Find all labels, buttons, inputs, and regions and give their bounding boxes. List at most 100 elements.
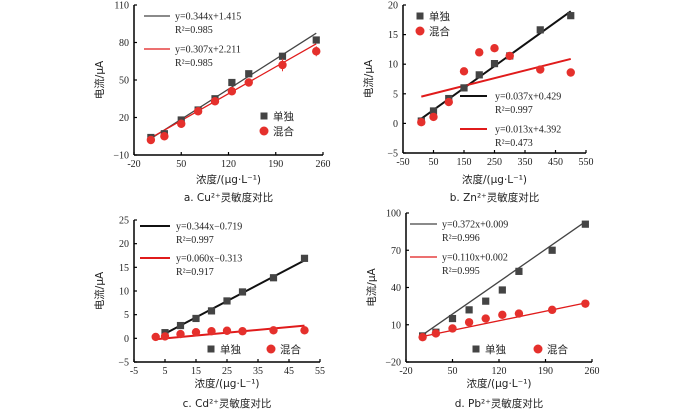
data-point-mixed (193, 107, 203, 116)
y-tick-label: 10 (388, 60, 398, 71)
x-tick-label: 260 (585, 366, 600, 377)
data-point-single (475, 71, 483, 79)
data-point-single (192, 314, 200, 323)
data-point-single (228, 78, 236, 87)
y-tick-label: 100 (386, 209, 401, 220)
r-squared: R²=0.996 (442, 233, 480, 244)
chart-c: -5 5 15 25 35 45 55−50510152025浓度/(μg·L⁻¹)电流/μ… (93, 216, 325, 411)
y-tick-label: 5 (393, 89, 398, 100)
r-squared: R²=0.995 (442, 266, 480, 277)
data-point-mixed (227, 87, 237, 96)
data-point-single (278, 52, 287, 60)
data-point-single (312, 36, 320, 44)
data-point-mixed (151, 332, 160, 342)
legend-marker-single (207, 345, 215, 353)
legend-label: 混合 (429, 25, 450, 38)
r-squared: R²=0.985 (175, 58, 213, 69)
y-tick-label: −20 (385, 358, 401, 369)
data-point-single (498, 286, 506, 294)
y-tick-label: 20 (119, 239, 129, 250)
data-point-single (429, 107, 438, 115)
data-point-single (567, 12, 575, 20)
fit-line-mixed (421, 57, 571, 98)
r-squared: R²=0.997 (176, 235, 214, 246)
data-point-mixed (269, 326, 278, 335)
data-point-single (300, 254, 309, 262)
fit-equation: y=0.060x−0.313 (176, 254, 242, 265)
y-axis-title: 电流/μA (93, 271, 106, 310)
fit-line-single (164, 259, 305, 335)
r-squared: R²=0.473 (495, 138, 533, 149)
data-point-mixed (514, 309, 524, 318)
data-point-single (536, 26, 544, 34)
data-point-mixed (444, 97, 453, 107)
y-tick-label: 15 (119, 263, 129, 274)
x-tick-label: 550 (579, 157, 594, 168)
data-point-single (460, 84, 468, 92)
data-point-single (238, 288, 247, 296)
data-point-mixed (464, 318, 474, 327)
data-point-mixed (210, 97, 220, 106)
x-tick-label: 15 (191, 366, 201, 377)
legend-marker-mixed (259, 126, 269, 136)
data-point-mixed (160, 332, 170, 341)
data-point-single (176, 321, 185, 330)
legend-label: 单独 (273, 110, 294, 123)
data-point-mixed (160, 132, 169, 141)
x-tick-label: 25 (222, 366, 232, 377)
data-point-single (269, 274, 278, 282)
data-point-mixed (191, 327, 201, 337)
data-point-mixed (312, 47, 321, 56)
data-point-mixed (566, 68, 575, 77)
fit-equation: y=0.307x+2.211 (175, 45, 241, 56)
r-squared: R²=0.997 (495, 105, 533, 116)
chart-caption: d. Pb²⁺灵敏度对比 (455, 397, 544, 410)
legend-label: 单独 (429, 10, 450, 23)
y-tick-label: 70 (391, 246, 401, 257)
x-tick-label: -5 (130, 366, 138, 377)
legend-marker-mixed (415, 26, 425, 36)
legend-marker-mixed (533, 344, 543, 354)
data-point-mixed (505, 51, 514, 61)
chart-caption: c. Cd²⁺灵敏度对比 (183, 397, 272, 410)
fit-line-mixed (422, 302, 586, 338)
y-tick-label: 20 (388, 1, 398, 12)
data-point-single (448, 314, 457, 323)
legend-label: 混合 (280, 343, 301, 356)
data-point-mixed (146, 135, 156, 145)
x-tick-label: 250 (487, 157, 502, 168)
legend-marker-single (260, 112, 268, 120)
x-tick-label: 50 (448, 366, 458, 377)
data-point-single (548, 246, 556, 254)
data-point-mixed (222, 326, 232, 335)
chart-b: -50 50 150 250 350 450 550 −5 0 5 10 15 20 浓度/(μg·L⁻¹… (362, 1, 594, 205)
data-point-single (515, 267, 523, 275)
legend-marker-single (472, 345, 480, 353)
fit-equation: y=0.037x+0.429 (495, 92, 561, 103)
legend-marker-single (416, 12, 424, 20)
fit-equation: y=0.344x+1.415 (175, 12, 241, 23)
x-tick-label: -20 (399, 366, 412, 377)
y-tick-label: 50 (119, 76, 129, 87)
x-tick-label: 190 (538, 366, 553, 377)
data-point-mixed (429, 112, 438, 122)
data-point-single (207, 307, 216, 315)
x-tick-label: 120 (221, 159, 236, 170)
data-point-mixed (498, 310, 507, 320)
data-point-single (223, 297, 231, 305)
data-point-mixed (207, 327, 216, 336)
y-tick-label: −5 (118, 358, 129, 369)
y-tick-label: −5 (387, 149, 398, 160)
data-point-single (245, 70, 253, 78)
data-point-mixed (418, 332, 427, 342)
data-point-single (490, 60, 499, 68)
y-tick-label: 15 (388, 30, 398, 41)
x-tick-label: 35 (253, 366, 263, 377)
x-tick-label: 190 (268, 159, 283, 170)
y-tick-label: −10 (113, 151, 129, 162)
y-axis-title: 电流/μA (365, 267, 378, 306)
data-point-mixed (417, 118, 426, 127)
data-point-mixed (459, 67, 469, 76)
legend-marker-mixed (266, 344, 276, 354)
